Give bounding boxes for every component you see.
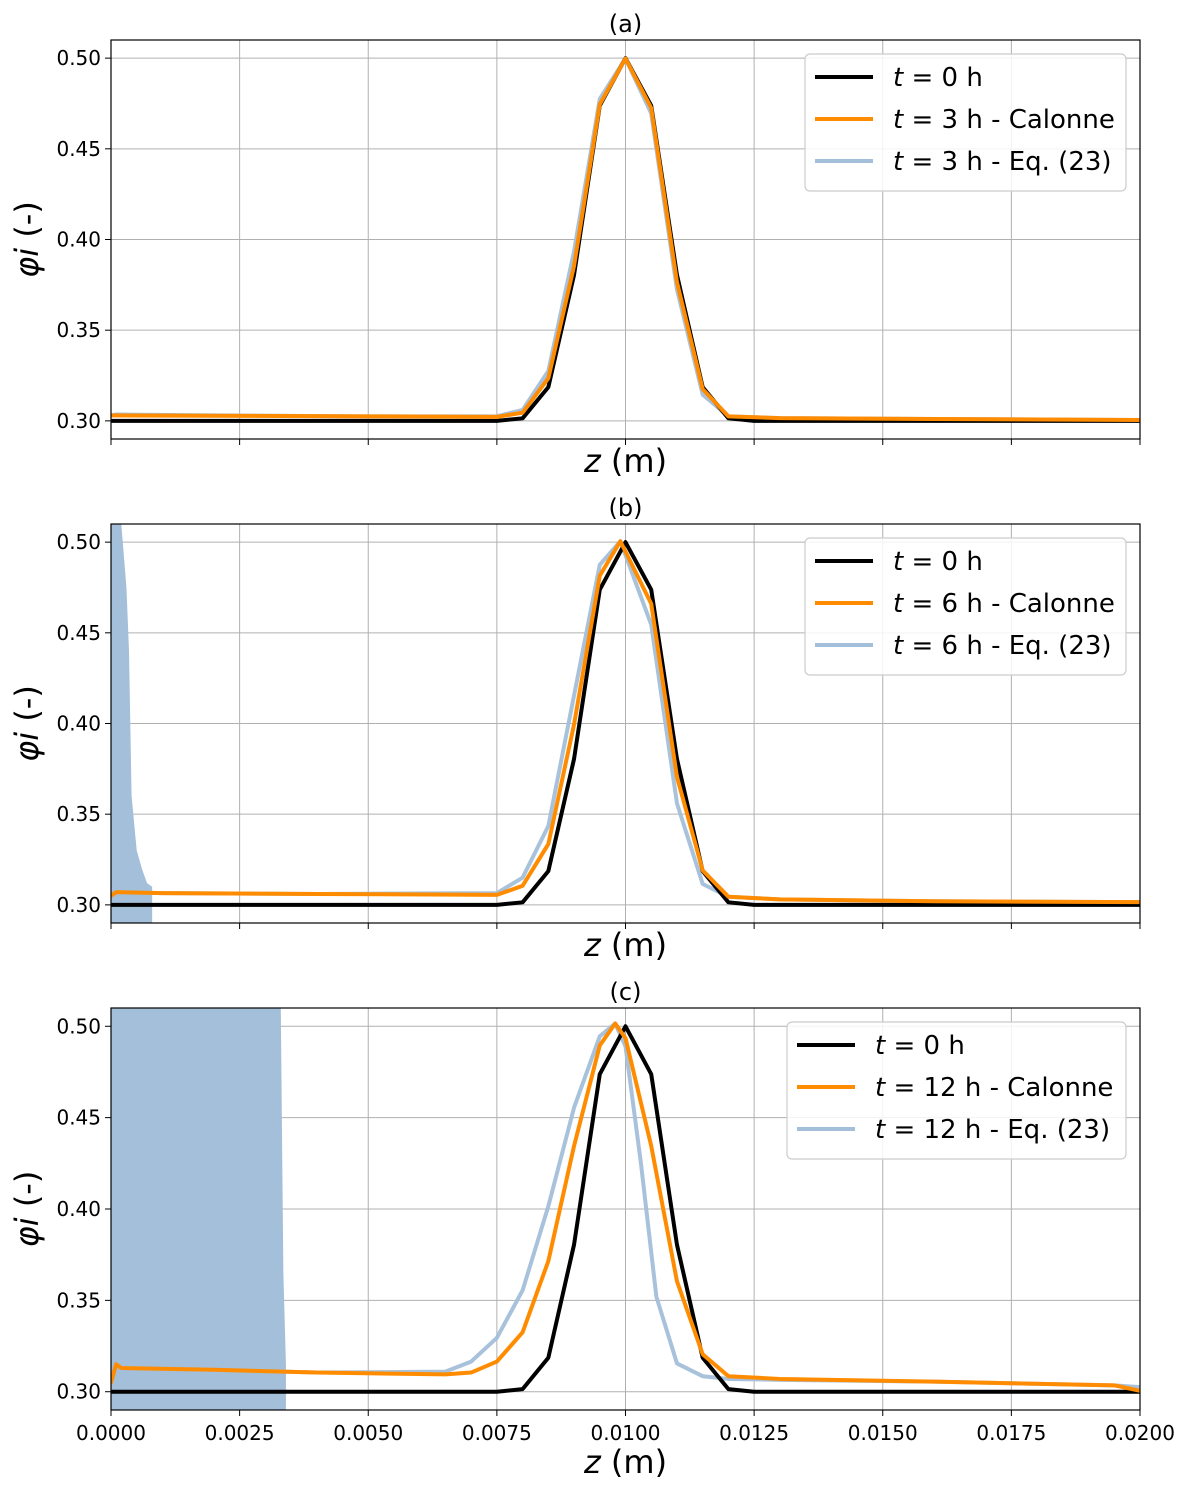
panel-b: 0.30 0.35 0.40 0.45 0.50 (b) z (m) φi (-) t = 0 … [8,494,1141,964]
legend-label: t = 0 h [893,63,983,93]
legend-box [804,53,1127,192]
series-line-initial [111,540,1140,907]
x-tick-label: 0.0075 [462,1421,532,1445]
panel-title: (a) [609,10,642,38]
x-axis-label: z (m) [583,926,667,964]
oscillation-region [111,1008,286,1410]
y-tick-label: 0.50 [56,46,101,70]
legend: t = 0 h t = 3 h - Calonne t = 3 h - Eq. (2… [804,53,1127,192]
y-tick-label: 0.35 [56,1288,101,1312]
panel-title: (b) [609,494,643,522]
series-line-calonne [111,56,1140,422]
y-tick-label: 0.40 [56,712,101,736]
panel-c: 0.0000 0.0025 0.0050 0.0075 0.0100 0.0125 0.01… [8,978,1175,1481]
x-axis-label: z (m) [583,1443,667,1481]
plot-area [111,524,1140,923]
x-tick-label: 0.0150 [848,1421,918,1445]
y-tick-label: 0.35 [56,318,101,342]
series-line-calonne [111,1021,1140,1393]
legend-label: t = 6 h - Eq. (23) [893,631,1112,661]
plot-area [111,1008,1140,1410]
x-tick-label: 0.0200 [1105,1421,1175,1445]
y-tick-label: 0.30 [56,1380,101,1404]
x-tick-label: 0.0100 [591,1421,661,1445]
y-tick-label: 0.50 [56,1014,101,1038]
x-tick-label: 0.0125 [719,1421,789,1445]
y-axis-label: φi (-) [8,201,46,278]
y-tick-label: 0.45 [56,137,101,161]
y-tick-label: 0.35 [56,802,101,826]
y-axis-label: φi (-) [8,1171,46,1248]
x-tick-label: 0.0025 [205,1421,275,1445]
y-tick-label: 0.30 [56,893,101,917]
legend-label: t = 3 h - Calonne [893,105,1115,135]
y-axis-label: φi (-) [8,685,46,762]
legend: t = 0 h t = 6 h - Calonne t = 6 h - Eq. (2… [804,537,1127,676]
y-tick-label: 0.50 [56,530,101,554]
x-tick-label: 0.0050 [333,1421,403,1445]
y-tick-label: 0.45 [56,621,101,645]
legend-label: t = 0 h [875,1031,965,1061]
x-tick-label: 0.0175 [976,1421,1046,1445]
y-tick-label: 0.40 [56,1197,101,1221]
axes-frame [110,523,1141,924]
legend-label: t = 3 h - Eq. (23) [893,147,1112,177]
axes-frame [110,39,1141,440]
x-tick-label: 0.0000 [76,1421,146,1445]
oscillation-region [111,524,153,923]
y-tick-label: 0.45 [56,1106,101,1130]
series-line-initial [111,1024,1140,1394]
legend-label: t = 12 h - Calonne [875,1073,1113,1103]
legend-label: t = 12 h - Eq. (23) [875,1115,1110,1145]
legend-box [786,1021,1127,1160]
y-tick-label: 0.40 [56,228,101,252]
axes-frame [110,1007,1141,1411]
legend-label: t = 6 h - Calonne [893,589,1115,619]
series-line-calonne [111,539,1140,905]
panel-a: 0.30 0.35 0.40 0.45 0.50 (a) z (m) φi (-) t = 0 … [8,10,1141,480]
plot-area [111,56,1140,423]
x-axis-label: z (m) [583,442,667,480]
legend: t = 0 h t = 12 h - Calonne t = 12 h - Eq. … [786,1021,1127,1160]
panel-title: (c) [610,978,642,1006]
legend-label: t = 0 h [893,547,983,577]
y-tick-label: 0.30 [56,409,101,433]
legend-box [804,537,1127,676]
